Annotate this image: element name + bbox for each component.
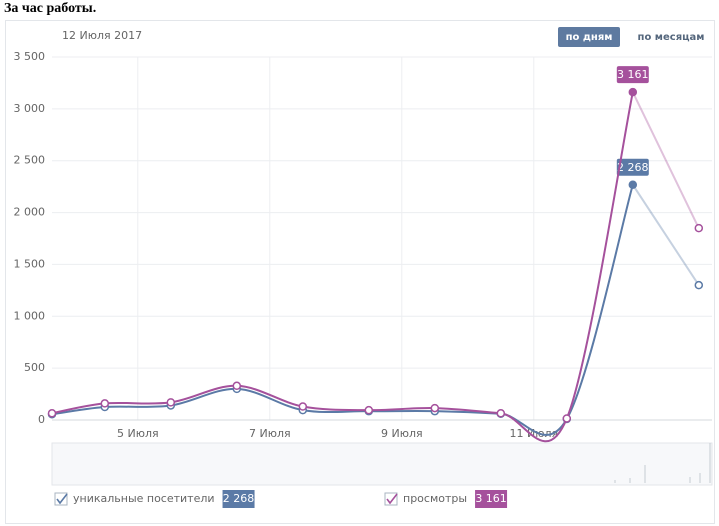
point [430,403,440,413]
legend-checkbox[interactable] [54,492,68,506]
value-label-box [616,158,649,176]
point [232,381,242,391]
legend-checkbox[interactable] [384,492,398,506]
y-tick-label: 500 [24,361,45,374]
point [628,87,638,97]
point [562,414,572,423]
page-title: За час работы. [4,1,97,16]
y-tick-label: 1 000 [14,309,46,322]
day-button[interactable] [558,27,620,47]
navigator [51,442,713,486]
navigator-spikes [614,443,711,483]
x-tick-label: 9 Июля [381,427,423,440]
day-button-label[interactable]: по дням [566,32,613,43]
y-tick-label: 3 000 [14,102,46,115]
legend-label: уникальные посетители [73,492,215,505]
point [166,398,176,407]
x-tick-label: 11 Июля [509,427,558,440]
series-line [631,91,700,229]
value-label-box [616,66,649,84]
month-button-label[interactable]: по месяцам [638,32,705,43]
point [628,180,638,190]
panel [5,20,715,524]
value-label: 3 161 [617,68,649,81]
legend-badge-label: 2 268 [223,492,255,505]
point [496,409,506,418]
legend-check [386,493,398,505]
value-label: 2 268 [617,161,649,174]
y-tick-label: 3 500 [14,50,46,63]
legend-badge [475,490,508,508]
point [694,280,704,290]
legend-badge-label: 3 161 [475,492,507,505]
legend-label: просмотры [403,492,467,505]
point [100,399,110,408]
legend-check [56,493,68,505]
point [364,405,374,415]
series-line [631,184,700,286]
date-label: 12 Июля 2017 [62,29,142,42]
y-tick-label: 1 500 [14,257,46,270]
point [298,402,308,411]
y-tick-label: 2 500 [14,154,46,167]
x-tick-label: 5 Июля [117,427,159,440]
legend-badge [222,490,255,508]
point [694,223,704,233]
y-tick-label: 0 [38,413,45,426]
y-tick-label: 2 000 [14,206,46,219]
point [47,409,57,418]
chart: 12 Июля 2017 по дням по месяцам уникальн… [5,20,715,524]
x-tick-label: 7 Июля [249,427,291,440]
